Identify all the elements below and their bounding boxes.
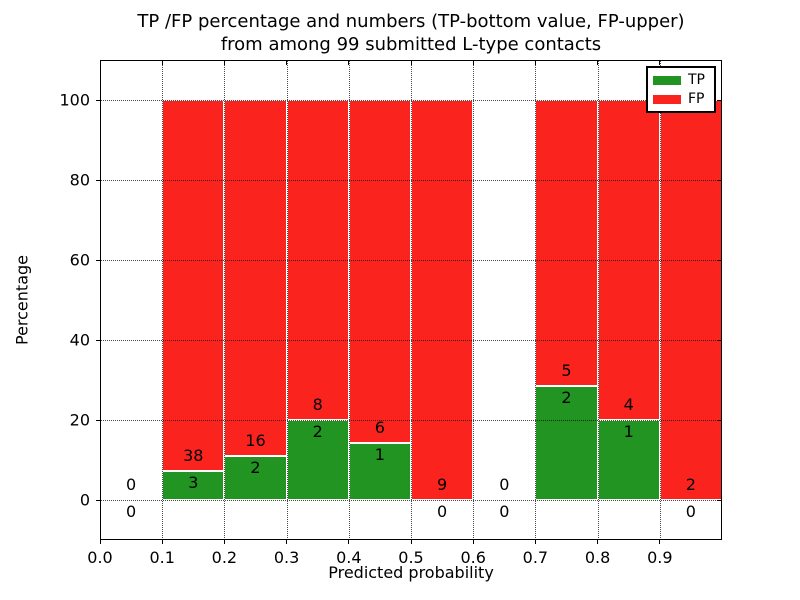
y-axis-tick-right <box>717 99 721 101</box>
x-tick-label: 0.7 <box>522 548 549 567</box>
y-axis-tick <box>96 419 101 421</box>
legend-label-tp: TP <box>688 72 705 88</box>
fp-count-label: 0 <box>499 475 510 494</box>
y-axis-tick <box>96 99 101 101</box>
y-axis-tick-right <box>717 179 721 181</box>
tp-count-label: 0 <box>685 502 696 521</box>
tp-count-label: 3 <box>188 472 199 492</box>
chart-title: TP /FP percentage and numbers (TP-bottom… <box>100 10 722 56</box>
tp-bar <box>535 385 598 500</box>
x-gridline <box>162 60 164 540</box>
x-axis-tick-top <box>161 61 163 65</box>
x-axis-tick-top <box>348 61 350 65</box>
fp-count-label: 8 <box>312 395 323 414</box>
y-axis-tick <box>96 179 101 181</box>
y-axis-tick <box>96 259 101 261</box>
tp-count-label: 2 <box>561 387 572 407</box>
x-axis-tick-top <box>223 61 225 65</box>
x-tick-label: 0.2 <box>211 548 238 567</box>
plot-area <box>100 60 722 540</box>
x-tick-label: 0.0 <box>87 548 113 567</box>
fp-count-label: 4 <box>623 395 634 414</box>
y-tick-label: 0 <box>79 490 90 510</box>
x-axis-label: Predicted probability <box>328 563 494 582</box>
legend-label-fp: FP <box>688 91 705 107</box>
x-axis-tick-top <box>659 61 661 65</box>
x-axis-tick <box>223 539 225 544</box>
x-gridline <box>224 60 226 540</box>
y-tick-label: 40 <box>69 330 90 350</box>
chart-title-line1: TP /FP percentage and numbers (TP-bottom… <box>137 11 685 32</box>
fp-count-label: 0 <box>126 475 137 494</box>
y-tick-label: 60 <box>69 250 90 270</box>
fp-count-label: 38 <box>183 445 204 465</box>
tp-count-label: 2 <box>250 457 261 477</box>
x-axis-tick <box>161 539 163 544</box>
x-axis-tick-top <box>597 61 599 65</box>
legend-item-tp: TP <box>653 73 709 87</box>
y-tick-label: 80 <box>69 170 90 190</box>
x-tick-label: 0.5 <box>398 548 424 567</box>
x-tick-label: 0.9 <box>647 548 673 567</box>
x-tick-label: 0.8 <box>584 548 611 567</box>
x-gridline <box>411 60 412 540</box>
x-tick-label: 0.6 <box>460 548 486 567</box>
x-axis-tick-top <box>99 61 101 65</box>
fp-count-label: 16 <box>245 430 266 450</box>
tp-color-swatch <box>653 75 681 85</box>
tp-count-label: 0 <box>437 502 448 521</box>
fp-bar <box>162 100 225 471</box>
tp-count-label: 1 <box>623 422 634 441</box>
fp-bar <box>348 100 411 443</box>
y-axis-tick <box>96 499 101 501</box>
x-axis-tick <box>99 539 101 544</box>
x-tick-label: 0.3 <box>273 548 300 567</box>
x-axis-tick-top <box>534 61 536 65</box>
y-axis-tick-right <box>717 499 721 501</box>
x-axis-tick <box>348 539 350 544</box>
y-axis-tick-right <box>717 259 721 261</box>
y-axis-label: Percentage <box>12 254 32 346</box>
x-axis-tick <box>534 539 536 544</box>
x-gridline <box>535 60 537 540</box>
fp-color-swatch <box>653 94 681 104</box>
x-axis-tick-top <box>410 61 412 65</box>
x-axis-tick <box>286 539 288 544</box>
y-tick-label: 100 <box>59 90 90 110</box>
y-axis-tick <box>96 339 101 341</box>
x-gridline <box>597 60 599 540</box>
tp-count-label: 0 <box>126 502 137 521</box>
tp-bar <box>162 470 225 500</box>
fp-count-label: 5 <box>561 360 572 380</box>
y-axis-tick-right <box>717 339 721 341</box>
tp-count-label: 0 <box>499 502 510 521</box>
x-tick-label: 0.4 <box>336 548 362 567</box>
x-axis-tick <box>410 539 412 544</box>
x-axis-tick-top <box>286 61 288 65</box>
legend-item-fp: FP <box>653 92 709 106</box>
fp-bar <box>224 100 287 456</box>
tp-count-label: 2 <box>312 422 323 441</box>
tp-count-label: 1 <box>374 444 385 464</box>
x-axis-tick <box>597 539 599 544</box>
legend: TP FP <box>646 66 716 113</box>
x-axis-tick <box>659 539 661 544</box>
fp-bar <box>535 100 598 386</box>
x-gridline <box>473 60 475 540</box>
x-gridline <box>286 60 288 540</box>
fp-count-label: 2 <box>685 475 696 494</box>
x-gridline <box>659 60 661 540</box>
chart-title-line2: from among 99 submitted L-type contacts <box>220 34 602 55</box>
fp-count-label: 6 <box>374 417 385 437</box>
y-axis-tick-right <box>717 419 721 421</box>
fp-count-label: 9 <box>437 475 448 494</box>
y-tick-label: 20 <box>69 410 90 430</box>
x-axis-tick-top <box>472 61 474 65</box>
x-gridline <box>348 60 350 540</box>
fp-bar <box>659 100 722 500</box>
tp-bar <box>597 420 660 500</box>
x-tick-label: 0.1 <box>149 548 175 567</box>
x-axis-tick <box>472 539 474 544</box>
